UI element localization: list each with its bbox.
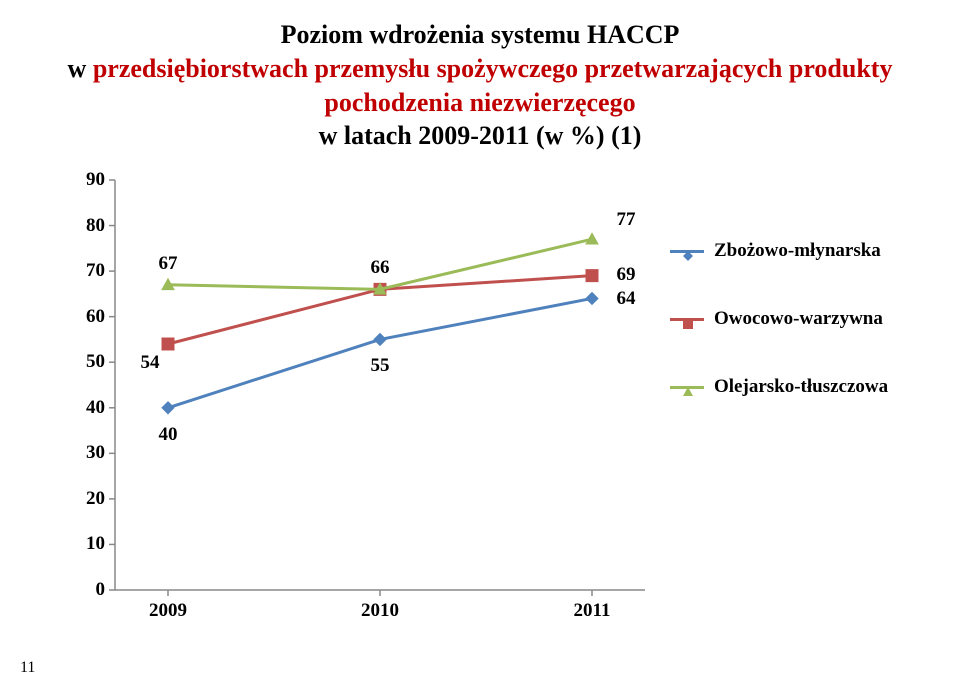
data-label: 64 <box>606 288 646 310</box>
y-tick-label: 10 <box>65 533 105 555</box>
legend-label: Zbożowo-młynarska <box>714 240 881 262</box>
y-tick-label: 20 <box>65 488 105 510</box>
data-label: 40 <box>148 424 188 446</box>
data-label: 54 <box>130 352 170 374</box>
legend-label: Olejarsko-tłuszczowa <box>714 376 888 398</box>
data-label: 55 <box>360 355 400 377</box>
y-tick-label: 0 <box>65 579 105 601</box>
legend: Zbożowo-młynarska Owocowo-warzywna Olejars… <box>670 240 900 444</box>
x-tick-label: 2009 <box>138 600 198 622</box>
diamond-icon <box>682 246 692 256</box>
x-tick-label: 2010 <box>350 600 410 622</box>
title-line-2: w przedsiębiorstwach przemysłu spożywcze… <box>0 52 960 120</box>
y-tick-label: 60 <box>65 306 105 328</box>
y-tick-label: 30 <box>65 442 105 464</box>
y-tick-label: 90 <box>65 169 105 191</box>
y-tick-label: 80 <box>65 215 105 237</box>
y-tick-label: 70 <box>65 260 105 282</box>
legend-item: Olejarsko-tłuszczowa <box>670 376 900 398</box>
title-line-1: Poziom wdrożenia systemu HACCP <box>0 18 960 52</box>
chart-area: Zbożowo-młynarska Owocowo-warzywna Olejars… <box>60 170 900 640</box>
y-tick-label: 40 <box>65 397 105 419</box>
data-label: 69 <box>606 264 646 286</box>
y-tick-label: 50 <box>65 351 105 373</box>
legend-label: Owocowo-warzywna <box>714 308 883 330</box>
chart-title: Poziom wdrożenia systemu HACCP w przedsi… <box>0 0 960 153</box>
data-label: 77 <box>606 209 646 231</box>
x-tick-label: 2011 <box>562 600 622 622</box>
square-icon <box>682 314 692 324</box>
legend-item: Zbożowo-młynarska <box>670 240 900 262</box>
data-label: 67 <box>148 253 188 275</box>
legend-item: Owocowo-warzywna <box>670 308 900 330</box>
legend-swatch <box>670 243 704 259</box>
legend-swatch <box>670 311 704 327</box>
page-number: 11 <box>20 659 35 677</box>
triangle-icon <box>682 382 692 392</box>
legend-swatch <box>670 379 704 395</box>
title-line-3: w latach 2009-2011 (w %) (1) <box>0 119 960 153</box>
data-label: 66 <box>360 257 400 279</box>
